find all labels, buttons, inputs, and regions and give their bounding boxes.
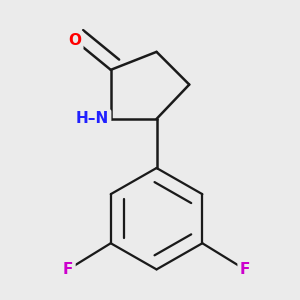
Text: O: O — [68, 33, 81, 48]
Text: H–N: H–N — [76, 111, 109, 126]
Text: F: F — [63, 262, 74, 277]
Text: F: F — [240, 262, 250, 277]
